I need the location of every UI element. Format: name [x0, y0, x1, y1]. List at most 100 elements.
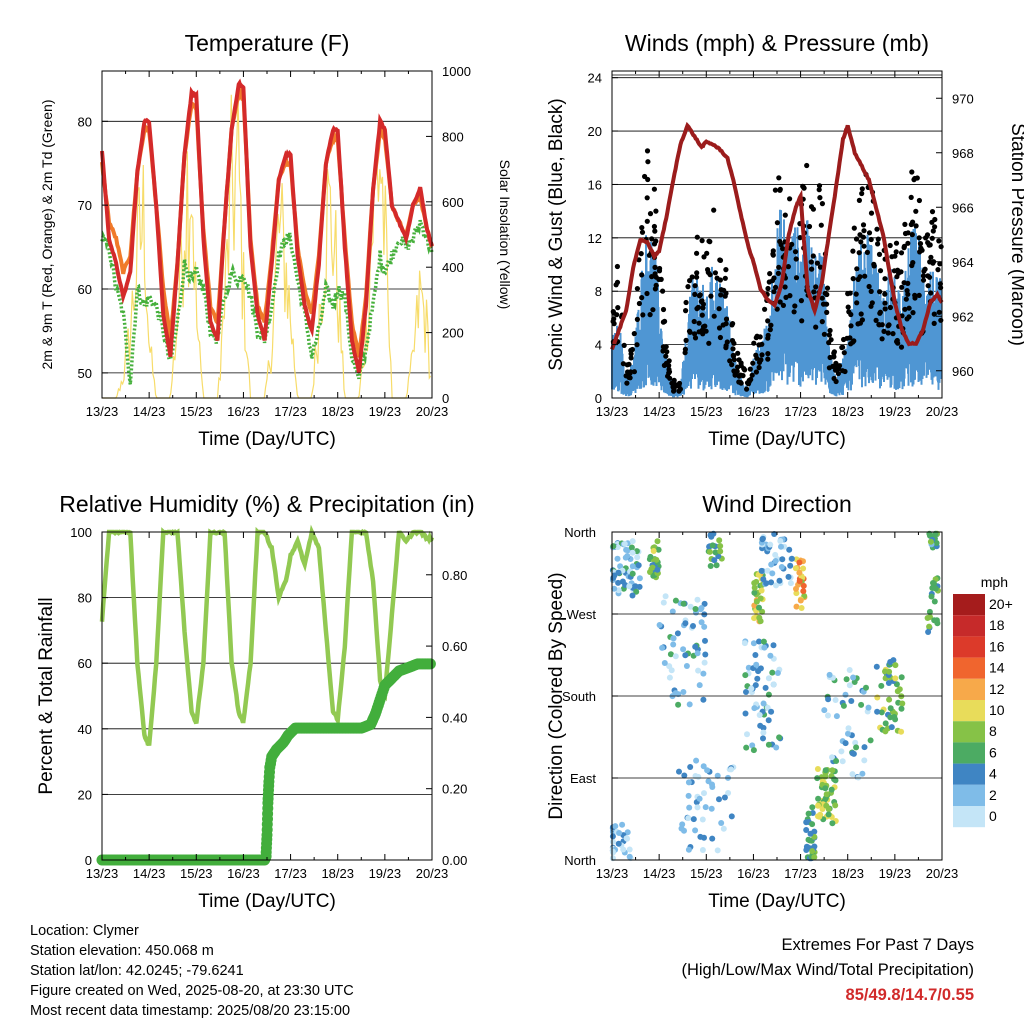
direction-point — [898, 705, 905, 712]
direction-point — [687, 603, 694, 610]
direction-point — [756, 604, 762, 611]
legend-swatch — [953, 636, 985, 658]
direction-point — [656, 622, 663, 628]
gust-point — [660, 288, 666, 294]
direction-point — [713, 562, 720, 569]
legend-swatch — [953, 615, 985, 637]
y-right-tick-label: 0.20 — [442, 782, 467, 797]
direction-point — [751, 705, 758, 712]
direction-point — [647, 569, 653, 575]
gust-point — [832, 363, 838, 369]
direction-point — [797, 597, 804, 604]
gust-point — [858, 311, 864, 317]
direction-point — [756, 712, 763, 718]
direction-point — [622, 554, 629, 561]
direction-point — [701, 611, 708, 618]
y-tick-label: West — [567, 607, 597, 622]
gust-point — [759, 341, 765, 347]
gust-point — [645, 159, 651, 165]
gust-point — [676, 388, 682, 394]
direction-point — [798, 605, 805, 611]
gust-point — [925, 273, 931, 279]
direction-point — [786, 546, 793, 553]
gust-point — [893, 249, 899, 255]
gust-point — [718, 292, 724, 298]
gust-point — [856, 250, 862, 256]
direction-point — [717, 548, 724, 555]
gust-point — [738, 360, 744, 366]
direction-point — [828, 786, 835, 793]
gust-point — [810, 206, 817, 212]
gust-point — [922, 266, 928, 272]
gust-point — [631, 331, 637, 337]
direction-point — [620, 846, 627, 853]
gust-point — [660, 306, 667, 313]
direction-point — [767, 541, 774, 548]
direction-point — [668, 667, 675, 674]
gust-point — [754, 355, 760, 361]
direction-point — [725, 790, 732, 796]
direction-point — [702, 651, 709, 658]
gust-point — [887, 242, 893, 249]
gust-point — [931, 311, 937, 317]
gust-point — [821, 331, 828, 337]
direction-point — [898, 674, 905, 681]
gust-point — [647, 312, 653, 318]
direction-point — [831, 776, 838, 783]
gust-point — [866, 283, 872, 290]
direction-point — [774, 670, 781, 676]
gust-point — [868, 303, 874, 309]
recent-data-text: Most recent data timestamp: 2025/08/20 2… — [30, 1003, 351, 1019]
gust-point — [776, 175, 782, 181]
direction-point — [800, 582, 807, 589]
direction-point — [682, 620, 689, 627]
gust-point — [702, 323, 708, 329]
direction-point — [770, 681, 777, 688]
gust-point — [682, 346, 689, 352]
direction-point — [714, 847, 721, 854]
gust-point — [782, 284, 788, 290]
direction-point — [927, 538, 934, 545]
direction-point — [697, 833, 704, 840]
gust-point — [871, 261, 877, 267]
direction-point — [867, 737, 874, 744]
direction-point — [764, 567, 771, 574]
direction-point — [748, 685, 755, 692]
gust-point — [875, 241, 881, 247]
gust-point — [905, 240, 911, 246]
gust-point — [716, 306, 722, 312]
gust-point — [692, 283, 698, 289]
elevation-text: Station elevation: 450.068 m — [30, 943, 214, 959]
direction-point — [611, 585, 618, 592]
gust-point — [765, 318, 771, 324]
gust-point — [916, 197, 923, 204]
y-tick-label: 24 — [588, 71, 602, 86]
gust-point — [759, 352, 765, 358]
direction-point — [687, 764, 694, 770]
gust-point — [704, 250, 710, 256]
gust-point — [913, 223, 919, 229]
rh-line — [99, 524, 435, 747]
gust-point — [848, 323, 854, 329]
direction-point — [861, 757, 868, 764]
gust-point — [727, 358, 733, 364]
precip-series — [96, 658, 436, 866]
direction-point — [686, 701, 693, 708]
direction-point — [825, 811, 832, 818]
direction-point — [742, 710, 749, 717]
direction-point — [751, 615, 758, 622]
gust-point — [692, 335, 699, 341]
x-tick-label: 13/23 — [596, 404, 629, 419]
direction-point — [674, 630, 681, 637]
gust-point — [756, 364, 762, 371]
gust-point — [826, 340, 832, 346]
gust-point — [882, 306, 888, 312]
direction-point — [709, 835, 716, 842]
y-tick-label: South — [562, 689, 596, 704]
gust-point — [806, 223, 813, 230]
gust-point — [886, 322, 892, 328]
direction-point — [759, 536, 766, 543]
x-tick-label: 13/23 — [86, 866, 119, 881]
direction-point — [626, 583, 633, 590]
direction-point — [670, 635, 677, 642]
